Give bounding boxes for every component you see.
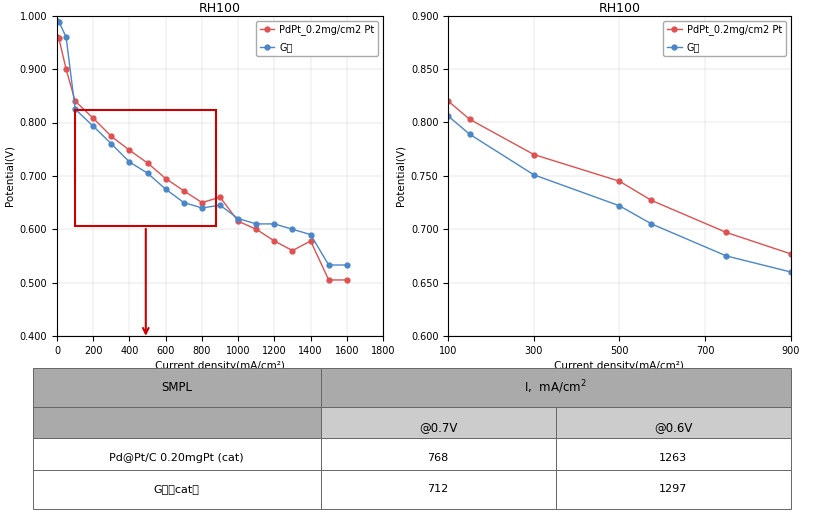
PdPt_0.2mg/cm2 Pt xyxy=(143,160,152,166)
G社 xyxy=(54,18,64,25)
PdPt_0.2mg/cm2 Pt xyxy=(70,98,80,104)
Title: RH100: RH100 xyxy=(598,2,641,15)
PdPt_0.2mg/cm2 Pt xyxy=(61,66,71,72)
G社 xyxy=(324,262,333,268)
Bar xyxy=(33,407,320,447)
Text: 1297: 1297 xyxy=(659,485,687,495)
Line: G社: G社 xyxy=(55,19,350,267)
Bar xyxy=(33,438,320,478)
PdPt_0.2mg/cm2 Pt xyxy=(443,98,453,104)
Text: I,  mA/cm$^2$: I, mA/cm$^2$ xyxy=(524,379,587,396)
G社 xyxy=(721,253,731,259)
Text: @0.6V: @0.6V xyxy=(654,421,692,434)
PdPt_0.2mg/cm2 Pt xyxy=(465,116,474,122)
G社 xyxy=(70,106,80,112)
Bar xyxy=(556,438,791,478)
Legend: PdPt_0.2mg/cm2 Pt, G社: PdPt_0.2mg/cm2 Pt, G社 xyxy=(256,20,378,56)
Text: 1263: 1263 xyxy=(659,453,687,463)
PdPt_0.2mg/cm2 Pt xyxy=(88,115,98,121)
Bar xyxy=(320,407,556,447)
PdPt_0.2mg/cm2 Pt xyxy=(270,238,280,244)
G社 xyxy=(615,203,624,209)
G社 xyxy=(342,262,352,268)
PdPt_0.2mg/cm2 Pt xyxy=(324,277,333,283)
G社 xyxy=(233,215,243,222)
G社 xyxy=(88,123,98,129)
G社 xyxy=(197,205,207,211)
Legend: PdPt_0.2mg/cm2 Pt, G社: PdPt_0.2mg/cm2 Pt, G社 xyxy=(663,20,786,56)
G社 xyxy=(288,226,297,233)
Title: RH100: RH100 xyxy=(199,2,241,15)
Bar xyxy=(556,407,791,447)
G社 xyxy=(529,172,539,178)
PdPt_0.2mg/cm2 Pt xyxy=(215,194,225,201)
Text: G社（cat）: G社（cat） xyxy=(154,485,200,495)
G社 xyxy=(107,141,117,147)
PdPt_0.2mg/cm2 Pt xyxy=(646,197,656,204)
G社 xyxy=(179,200,189,206)
Text: 712: 712 xyxy=(428,485,449,495)
PdPt_0.2mg/cm2 Pt xyxy=(179,187,189,194)
Bar xyxy=(75,110,217,226)
Bar xyxy=(556,469,791,509)
Bar xyxy=(320,368,791,407)
Text: @0.7V: @0.7V xyxy=(419,421,457,434)
Line: G社: G社 xyxy=(446,114,793,275)
PdPt_0.2mg/cm2 Pt xyxy=(615,178,624,184)
Bar xyxy=(33,368,320,407)
G社 xyxy=(270,220,280,227)
Line: PdPt_0.2mg/cm2 Pt: PdPt_0.2mg/cm2 Pt xyxy=(55,35,350,282)
X-axis label: Current density(mA/cm²): Current density(mA/cm²) xyxy=(155,361,285,371)
G社 xyxy=(306,232,315,238)
G社 xyxy=(161,186,170,192)
G社 xyxy=(52,18,62,24)
PdPt_0.2mg/cm2 Pt xyxy=(342,277,352,283)
PdPt_0.2mg/cm2 Pt xyxy=(161,175,170,182)
PdPt_0.2mg/cm2 Pt xyxy=(52,34,62,40)
Text: 768: 768 xyxy=(428,453,449,463)
G社 xyxy=(215,202,225,208)
PdPt_0.2mg/cm2 Pt xyxy=(54,35,64,41)
Y-axis label: Potential(V): Potential(V) xyxy=(395,145,405,206)
Y-axis label: Potential(V): Potential(V) xyxy=(4,145,14,206)
G社 xyxy=(143,170,152,176)
Line: PdPt_0.2mg/cm2 Pt: PdPt_0.2mg/cm2 Pt xyxy=(446,99,793,256)
Bar xyxy=(320,438,556,478)
G社 xyxy=(251,220,261,227)
G社 xyxy=(443,113,453,119)
PdPt_0.2mg/cm2 Pt xyxy=(529,151,539,158)
PdPt_0.2mg/cm2 Pt xyxy=(251,226,261,233)
Text: SMPL: SMPL xyxy=(161,381,192,394)
PdPt_0.2mg/cm2 Pt xyxy=(721,229,731,236)
Bar xyxy=(320,469,556,509)
PdPt_0.2mg/cm2 Pt xyxy=(107,133,117,140)
PdPt_0.2mg/cm2 Pt xyxy=(197,200,207,206)
G社 xyxy=(465,131,474,138)
PdPt_0.2mg/cm2 Pt xyxy=(233,218,243,224)
X-axis label: Current density(mA/cm²): Current density(mA/cm²) xyxy=(554,361,685,371)
Text: Pd@Pt/C 0.20mgPt (cat): Pd@Pt/C 0.20mgPt (cat) xyxy=(109,453,244,463)
Bar xyxy=(33,469,320,509)
PdPt_0.2mg/cm2 Pt xyxy=(125,147,134,153)
PdPt_0.2mg/cm2 Pt xyxy=(306,238,315,244)
PdPt_0.2mg/cm2 Pt xyxy=(288,247,297,254)
PdPt_0.2mg/cm2 Pt xyxy=(786,250,795,257)
G社 xyxy=(786,269,795,275)
G社 xyxy=(646,220,656,227)
G社 xyxy=(61,34,71,40)
G社 xyxy=(125,159,134,165)
